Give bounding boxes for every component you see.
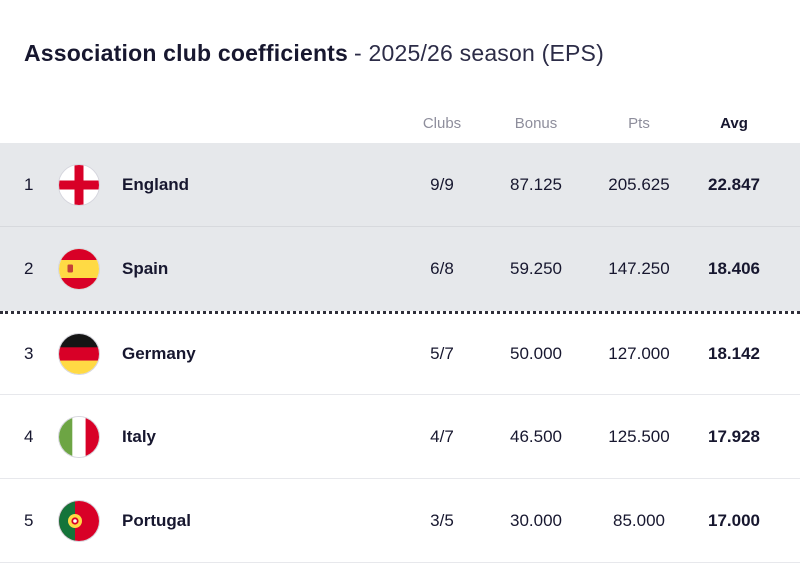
bonus-value: 46.500 bbox=[510, 426, 562, 446]
table-row[interactable]: 1 England 9/9 87.125 205.625 22.847 bbox=[0, 143, 800, 227]
pts-value: 85.000 bbox=[613, 510, 665, 530]
flag-italy-icon bbox=[58, 415, 100, 458]
page-title: Association club coefficients - 2025/26 s… bbox=[0, 0, 800, 103]
rank: 2 bbox=[24, 259, 34, 278]
avg-value: 22.847 bbox=[708, 174, 760, 194]
table-row[interactable]: 3 Germany 5/7 50.000 127.000 18.142 bbox=[0, 311, 800, 395]
flag-cell bbox=[58, 163, 114, 206]
country-name: Portugal bbox=[122, 510, 191, 530]
table-row[interactable]: 5 Portugal 3/5 30.000 85.000 17.000 bbox=[0, 479, 800, 563]
clubs-value: 4/7 bbox=[430, 426, 454, 446]
table-row[interactable]: 2 Spain 6/8 59.250 147.250 18.406 bbox=[0, 227, 800, 311]
table-header-row: Clubs Bonus Pts Avg bbox=[0, 103, 800, 143]
page-title-main: Association club coefficients bbox=[24, 40, 349, 66]
clubs-value: 9/9 bbox=[430, 174, 454, 194]
pts-value: 147.250 bbox=[608, 259, 670, 278]
column-header-avg: Avg bbox=[720, 114, 748, 132]
clubs-value: 3/5 bbox=[430, 510, 454, 530]
country-name: Italy bbox=[122, 426, 157, 446]
bonus-value: 30.000 bbox=[510, 510, 562, 530]
flag-england-icon bbox=[58, 163, 100, 206]
coefficients-table: Clubs Bonus Pts Avg 1 England 9/9 87.125… bbox=[0, 103, 800, 563]
pts-value: 127.000 bbox=[608, 344, 670, 363]
clubs-value: 6/8 bbox=[430, 259, 454, 278]
table-row[interactable]: 4 Italy 4/7 46.500 125.500 17.928 bbox=[0, 395, 800, 479]
flag-cell bbox=[58, 499, 114, 542]
column-header-bonus: Bonus bbox=[514, 114, 558, 132]
page-title-suffix: - 2025/26 season (EPS) bbox=[354, 40, 604, 66]
rank: 3 bbox=[24, 344, 34, 363]
rank: 5 bbox=[24, 510, 34, 530]
bonus-value: 87.125 bbox=[510, 174, 562, 194]
pts-value: 125.500 bbox=[608, 426, 670, 446]
flag-cell bbox=[58, 415, 114, 458]
avg-value: 18.406 bbox=[708, 259, 760, 278]
flag-cell bbox=[58, 333, 114, 375]
flag-spain-icon bbox=[58, 248, 100, 290]
rank: 1 bbox=[24, 174, 34, 194]
avg-value: 17.928 bbox=[708, 426, 760, 446]
country-name: Germany bbox=[122, 344, 196, 363]
avg-value: 18.142 bbox=[708, 344, 760, 363]
column-header-clubs: Clubs bbox=[422, 114, 462, 132]
flag-cell bbox=[58, 248, 114, 290]
flag-portugal-icon bbox=[58, 499, 100, 542]
country-name: Spain bbox=[122, 259, 169, 278]
bonus-value: 59.250 bbox=[510, 259, 562, 278]
bonus-value: 50.000 bbox=[510, 344, 562, 363]
column-header-pts: Pts bbox=[628, 114, 650, 132]
rank: 4 bbox=[24, 426, 34, 446]
country-name: England bbox=[122, 174, 190, 194]
pts-value: 205.625 bbox=[608, 174, 670, 194]
avg-value: 17.000 bbox=[708, 510, 760, 530]
flag-germany-icon bbox=[58, 333, 100, 375]
clubs-value: 5/7 bbox=[430, 344, 454, 363]
table-body: 1 England 9/9 87.125 205.625 22.847 2 Sp… bbox=[0, 143, 800, 563]
